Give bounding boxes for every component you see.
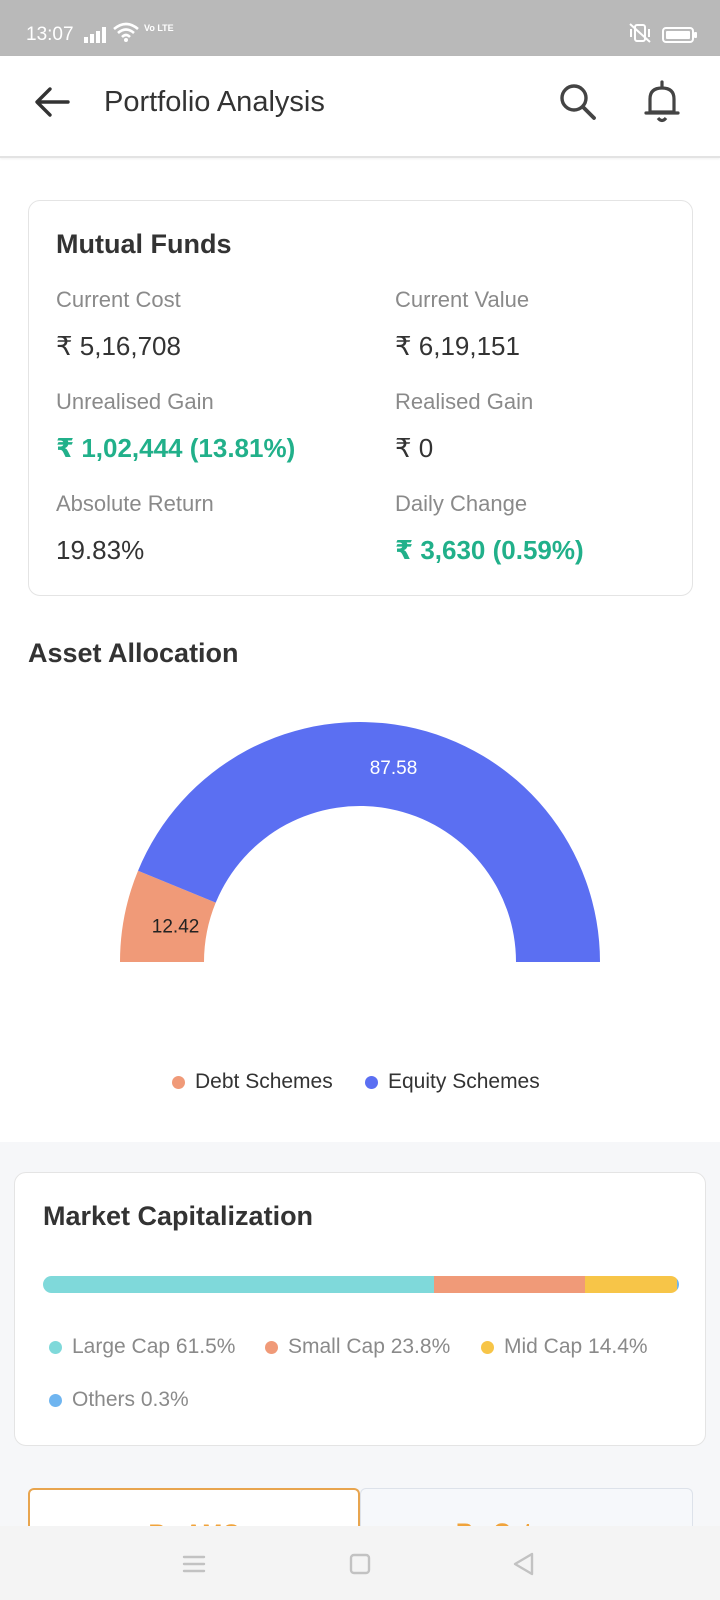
small-cap-label: Small Cap 23.8% bbox=[288, 1335, 451, 1358]
market-cap-bar bbox=[43, 1276, 679, 1293]
unrealised-gain-value: ₹ 1,02,444 (13.81%) bbox=[56, 433, 296, 463]
current-cost-value: ₹ 5,16,708 bbox=[56, 331, 181, 361]
equity-legend-label: Equity Schemes bbox=[388, 1070, 540, 1093]
current-value: Current Value ₹ 6,19,151 bbox=[395, 287, 529, 362]
large-cap-label: Large Cap 61.5% bbox=[72, 1335, 236, 1358]
back-arrow-icon[interactable] bbox=[30, 80, 74, 124]
asset-allocation-heading: Asset Allocation bbox=[28, 638, 239, 668]
unrealised-gain-label: Unrealised Gain bbox=[56, 389, 214, 414]
mid-cap-dot bbox=[481, 1340, 494, 1354]
legend-item-debt[interactable]: Debt Schemes bbox=[172, 1070, 333, 1094]
legend-small-cap: Small Cap 23.8% bbox=[265, 1335, 450, 1359]
system-nav-bar bbox=[0, 1526, 720, 1600]
debt-schemes-data-label: 12.42 bbox=[152, 917, 200, 938]
home-icon[interactable] bbox=[342, 1546, 378, 1582]
legend-item-equity[interactable]: Equity Schemes bbox=[365, 1070, 540, 1094]
realised-gain-value: ₹ 0 bbox=[395, 433, 434, 463]
absolute-return: Absolute Return 19.83% bbox=[56, 491, 214, 566]
asset-allocation-chart: 12.42 87.58 bbox=[120, 721, 600, 962]
debt-schemes-slice[interactable] bbox=[120, 870, 216, 962]
market-cap-heading: Market Capitalization bbox=[43, 1201, 314, 1231]
status-bar: 13:07 Vo LTE bbox=[0, 0, 720, 56]
legend-others: Others 0.3% bbox=[49, 1388, 189, 1412]
unrealised-gain: Unrealised Gain ₹ 1,02,444 (13.81%) bbox=[56, 389, 295, 464]
market-cap-card: Market Capitalization Large Cap 61.5% Sm… bbox=[14, 1172, 706, 1446]
small-cap-dot bbox=[265, 1340, 278, 1354]
back-triangle-icon[interactable] bbox=[506, 1546, 542, 1582]
wifi-icon bbox=[113, 22, 139, 48]
current-cost: Current Cost ₹ 5,16,708 bbox=[56, 287, 181, 362]
small-cap-segment bbox=[434, 1276, 586, 1293]
current-cost-label: Current Cost bbox=[56, 287, 181, 312]
current-value-value: ₹ 6,19,151 bbox=[395, 331, 520, 361]
legend-large-cap: Large Cap 61.5% bbox=[49, 1335, 235, 1359]
absolute-return-label: Absolute Return bbox=[56, 491, 214, 516]
debt-legend-label: Debt Schemes bbox=[195, 1070, 333, 1093]
absolute-return-value: 19.83% bbox=[56, 535, 145, 565]
realised-gain: Realised Gain ₹ 0 bbox=[395, 389, 533, 464]
daily-change-value: ₹ 3,630 (0.59%) bbox=[395, 535, 584, 565]
current-value-label: Current Value bbox=[395, 287, 530, 312]
realised-gain-label: Realised Gain bbox=[395, 389, 534, 414]
battery-icon bbox=[662, 27, 697, 43]
equity-legend-dot bbox=[365, 1075, 378, 1089]
mid-cap-segment bbox=[585, 1276, 678, 1293]
menu-icon[interactable] bbox=[176, 1546, 212, 1582]
vibrate-mute-icon bbox=[628, 22, 652, 50]
daily-change-label: Daily Change bbox=[395, 491, 528, 516]
large-cap-segment bbox=[43, 1276, 435, 1293]
volte-indicator: Vo LTE bbox=[144, 23, 174, 33]
debt-legend-dot bbox=[172, 1075, 185, 1089]
status-time: 13:07 bbox=[26, 24, 74, 45]
signal-icon bbox=[84, 27, 106, 49]
app-bar: Portfolio Analysis bbox=[0, 56, 720, 158]
mutual-funds-heading: Mutual Funds bbox=[56, 229, 232, 259]
others-segment bbox=[677, 1276, 679, 1293]
others-label: Others 0.3% bbox=[72, 1388, 189, 1411]
equity-schemes-slice[interactable] bbox=[138, 721, 600, 962]
mutual-funds-card: Mutual Funds Current Cost ₹ 5,16,708 Cur… bbox=[28, 200, 693, 596]
page-title: Portfolio Analysis bbox=[104, 86, 325, 118]
large-cap-dot bbox=[49, 1340, 62, 1354]
legend-mid-cap: Mid Cap 14.4% bbox=[481, 1335, 648, 1359]
notification-bell-icon[interactable] bbox=[640, 78, 684, 126]
others-dot bbox=[49, 1393, 62, 1407]
daily-change: Daily Change ₹ 3,630 (0.59%) bbox=[395, 491, 584, 566]
equity-schemes-data-label: 87.58 bbox=[370, 758, 418, 779]
search-icon[interactable] bbox=[556, 80, 600, 124]
mid-cap-label: Mid Cap 14.4% bbox=[504, 1335, 648, 1358]
